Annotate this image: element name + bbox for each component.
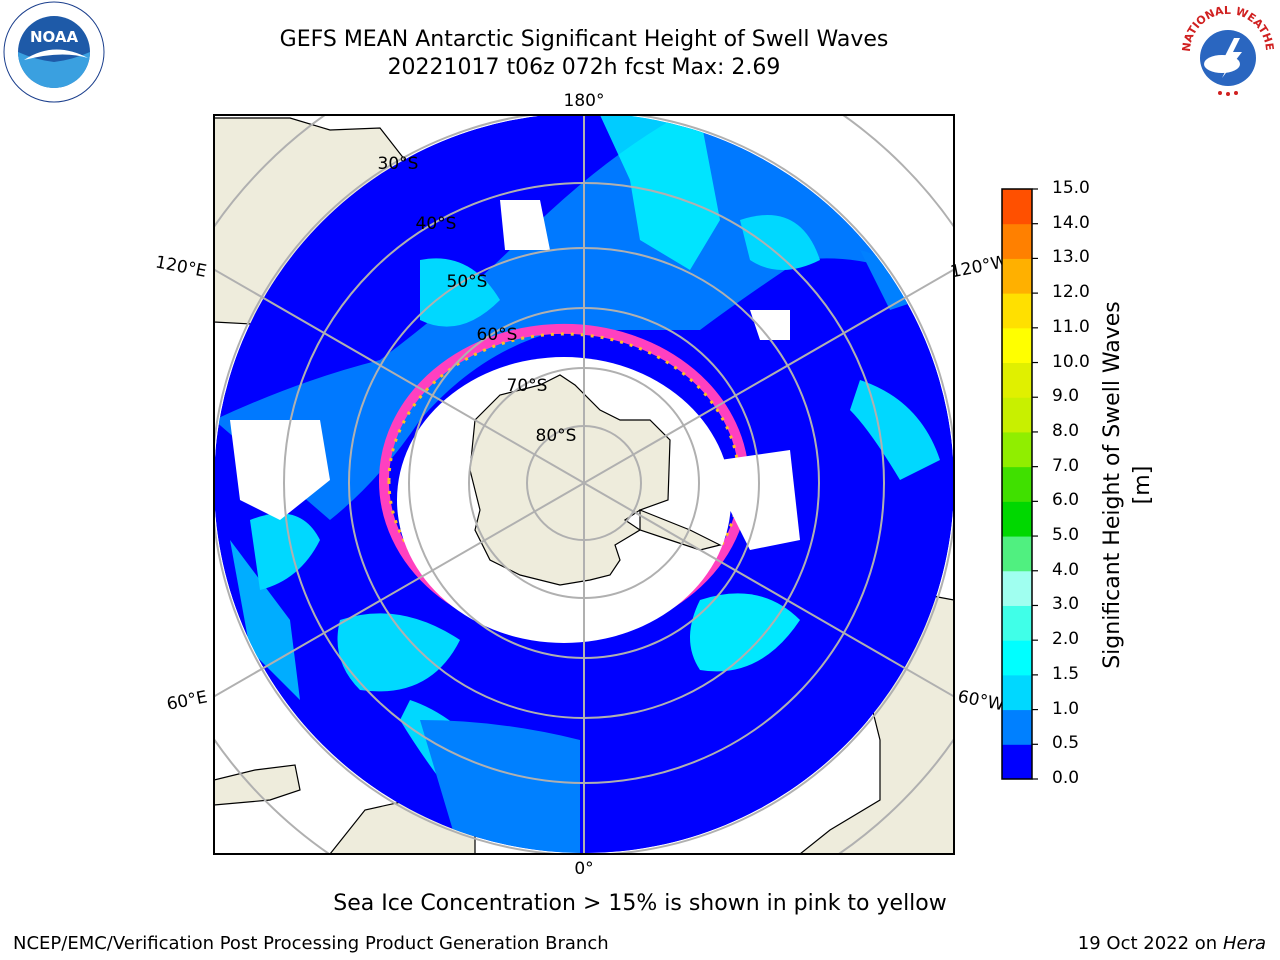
colorbar-tick-label: 9.0 [1052, 386, 1080, 407]
footer-credit: NCEP/EMC/Verification Post Processing Pr… [13, 933, 609, 954]
sea-ice-note: Sea Ice Concentration > 15% is shown in … [333, 891, 947, 916]
colorbar-segment [1002, 397, 1032, 433]
footer-date: 19 Oct 2022 on Hera [1078, 933, 1266, 954]
lon-label-60w: 60°W [956, 687, 1006, 716]
colorbar-label: Significant Height of Swell Waves [m] [1100, 301, 1155, 669]
chart-subtitle-run-info: 20221017 t06z 072h fcst Max: 2.69 [387, 55, 781, 80]
colorbar-tick-label: 13.0 [1052, 247, 1090, 268]
colorbar-segment [1002, 327, 1032, 364]
colorbar-tick-label: 2.0 [1052, 629, 1080, 650]
colorbar-segment [1002, 189, 1032, 225]
colorbar-segment [1002, 362, 1032, 398]
colorbar-segment [1002, 258, 1032, 294]
lat-label-40s: 40°S [416, 214, 457, 234]
colorbar-segment [1002, 431, 1032, 468]
colorbar-tick-label: 8.0 [1052, 420, 1080, 441]
lat-label-30s: 30°S [378, 154, 419, 174]
colorbar-tick-label: 12.0 [1052, 282, 1090, 303]
colorbar-tick-label: 0.5 [1052, 733, 1080, 754]
colorbar-segment [1002, 640, 1032, 676]
colorbar [1001, 188, 1038, 780]
colorbar-segment [1002, 570, 1032, 606]
footer-host: Hera [1222, 933, 1266, 954]
lat-label-70s: 70°S [507, 376, 548, 396]
lon-label-180: 180° [564, 91, 605, 111]
colorbar-segment [1002, 744, 1032, 780]
colorbar-segment [1002, 674, 1032, 711]
colorbar-segment [1002, 536, 1032, 572]
colorbar-tick-label: 15.0 [1052, 178, 1090, 198]
map-frame [213, 114, 955, 855]
noaa-logo: NOAA [3, 1, 105, 103]
colorbar-tick-label: 7.0 [1052, 455, 1080, 476]
colorbar-segment [1002, 709, 1032, 745]
lat-label-50s: 50°S [447, 272, 488, 292]
antarctica-landmass [469, 374, 671, 586]
colorbar-tick-label: 0.0 [1052, 768, 1080, 788]
colorbar-tick-label: 6.0 [1052, 490, 1080, 511]
colorbar-tick-label: 1.0 [1052, 698, 1080, 719]
colorbar-tick-label: 5.0 [1052, 525, 1080, 546]
colorbar-tick-label: 14.0 [1052, 212, 1090, 233]
footer-date-text: 19 Oct 2022 on [1077, 933, 1223, 954]
noaa-logo-text: NOAA [30, 28, 79, 46]
colorbar-tick-label: 1.5 [1052, 663, 1080, 684]
colorbar-tick-label: 11.0 [1052, 316, 1090, 337]
nws-logo: NATIONAL WEATHER SERVICE [1176, 0, 1276, 100]
lon-label-0: 0° [574, 859, 593, 879]
lon-label-60e: 60°E [165, 687, 209, 714]
colorbar-tick-label: 4.0 [1052, 559, 1080, 580]
lat-label-60s: 60°S [477, 325, 518, 345]
graticule [214, 115, 954, 854]
colorbar-segment [1002, 223, 1032, 259]
colorbar-tick-label: 3.0 [1052, 594, 1080, 615]
colorbar-segment [1002, 466, 1032, 502]
colorbar-segment [1002, 501, 1032, 537]
lat-label-80s: 80°S [536, 426, 577, 446]
colorbar-segment [1002, 605, 1032, 641]
colorbar-segment [1002, 293, 1032, 329]
chart-title: GEFS MEAN Antarctic Significant Height o… [279, 27, 889, 52]
lon-label-120e: 120°E [154, 252, 209, 281]
colorbar-tick-label: 10.0 [1052, 351, 1090, 372]
